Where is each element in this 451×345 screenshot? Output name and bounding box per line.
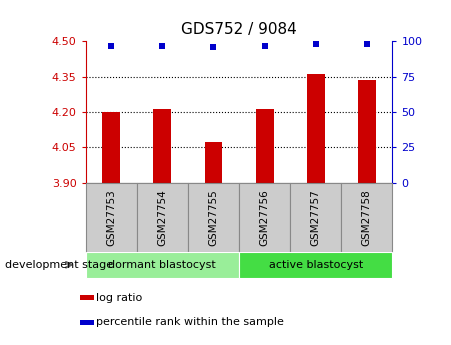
Text: dormant blastocyst: dormant blastocyst bbox=[109, 260, 216, 270]
Bar bbox=[153, 109, 171, 183]
Bar bbox=[80, 295, 94, 300]
Bar bbox=[204, 142, 222, 183]
Bar bbox=[137, 183, 188, 252]
Text: development stage: development stage bbox=[5, 260, 113, 270]
Text: GSM27753: GSM27753 bbox=[106, 189, 116, 246]
Point bbox=[312, 41, 319, 47]
Bar bbox=[290, 183, 341, 252]
Point bbox=[261, 43, 268, 48]
Bar bbox=[102, 112, 120, 183]
Text: GSM27754: GSM27754 bbox=[157, 189, 167, 246]
Text: percentile rank within the sample: percentile rank within the sample bbox=[96, 317, 284, 327]
Text: log ratio: log ratio bbox=[96, 293, 143, 303]
Text: GSM27756: GSM27756 bbox=[260, 189, 270, 246]
Bar bbox=[256, 109, 273, 183]
Bar bbox=[307, 74, 325, 183]
Point bbox=[210, 44, 217, 50]
Bar bbox=[239, 252, 392, 278]
Point bbox=[363, 41, 370, 47]
Bar bbox=[239, 183, 290, 252]
Bar bbox=[86, 252, 239, 278]
Bar bbox=[86, 183, 137, 252]
Text: GSM27757: GSM27757 bbox=[311, 189, 321, 246]
Point bbox=[159, 43, 166, 48]
Title: GDS752 / 9084: GDS752 / 9084 bbox=[181, 22, 297, 38]
Bar bbox=[80, 320, 94, 325]
Text: GSM27755: GSM27755 bbox=[208, 189, 218, 246]
Bar bbox=[188, 183, 239, 252]
Bar bbox=[341, 183, 392, 252]
Point bbox=[108, 43, 115, 48]
Text: GSM27758: GSM27758 bbox=[362, 189, 372, 246]
Text: active blastocyst: active blastocyst bbox=[269, 260, 363, 270]
Bar bbox=[358, 80, 376, 183]
